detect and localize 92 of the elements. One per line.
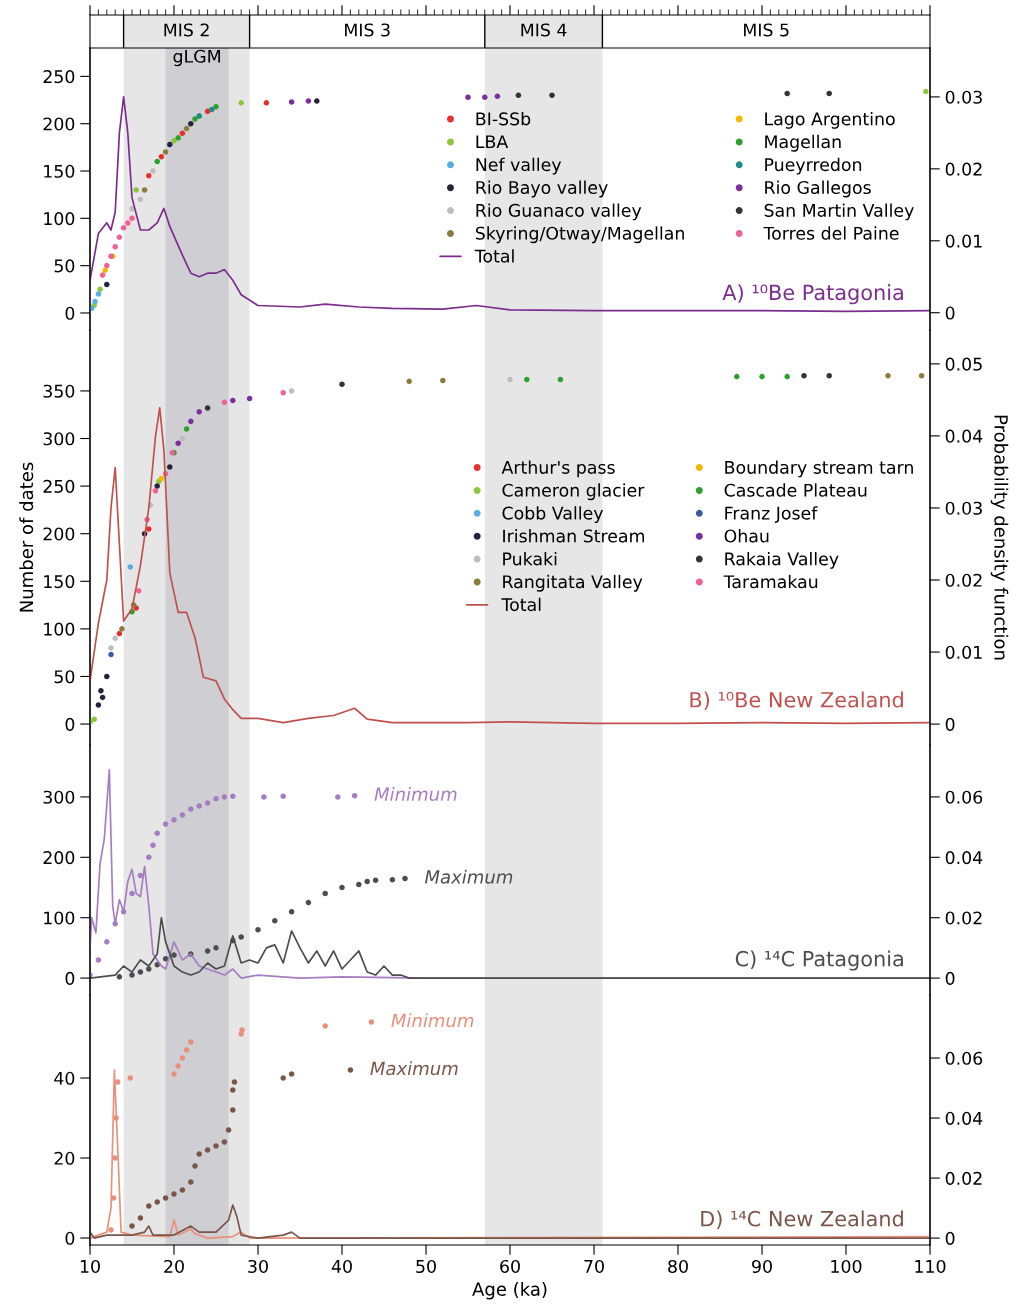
legend-label: BI-SSb [476, 111, 531, 126]
legend-label: Nef valley [476, 157, 562, 175]
legend-label: Franz Josef [725, 506, 818, 523]
legend-label: Total [474, 249, 514, 263]
y-tick-label: 100 [44, 212, 75, 226]
legend-label: Boundary stream tarn [725, 460, 913, 478]
x-tick-label: 70 [584, 1259, 604, 1274]
text: C) ¹⁴C Patagonia [735, 950, 903, 971]
y2-tick-label: 0.02 [945, 573, 982, 587]
y2-tick-label: 0.03 [945, 90, 982, 104]
y2-tick-label: 0.04 [945, 851, 983, 865]
x-tick-label: 80 [668, 1259, 688, 1274]
y-tick-label: 0 [65, 717, 75, 731]
text: MIS 3 [345, 23, 390, 37]
x-tick-label: 110 [915, 1259, 946, 1274]
series-label: Maximum [424, 869, 513, 884]
y-tick-label: 250 [43, 70, 75, 84]
y-tick-label: 100 [44, 622, 75, 636]
y2-tick-label: 0 [945, 1231, 955, 1245]
legend-label: Pueyrredon [765, 157, 862, 175]
text: D) ¹⁴C New Zealand [701, 1210, 903, 1230]
y2-tick-label: 0.06 [945, 1051, 983, 1065]
legend-label: Irishman Stream [503, 529, 645, 543]
legend-label: LBA [476, 135, 509, 149]
legend-label: Taramakau [723, 574, 818, 589]
y2-tick-label: 0.01 [945, 645, 982, 659]
legend-label: Magellan [765, 134, 841, 152]
y-tick-label: 0 [65, 971, 75, 985]
text: MIS 5 [744, 23, 789, 37]
x-tick-label: 60 [500, 1259, 520, 1274]
y-tick-label: 150 [44, 164, 75, 178]
y-tick-label: 200 [43, 527, 75, 541]
legend-label: Pukaki [503, 551, 557, 566]
y2-tick-label: 0.02 [945, 911, 982, 925]
legend-label: Rangitata Valley [503, 574, 643, 592]
y2-tick-label: 0.02 [945, 1171, 982, 1185]
y-tick-label: 40 [54, 1071, 75, 1085]
y-axis-title: Number of dates [19, 462, 34, 612]
series-label: Minimum [374, 786, 457, 801]
y2-tick-label: 0.04 [945, 1111, 983, 1125]
legend-label: Cobb Valley [502, 506, 604, 524]
y-tick-label: 50 [54, 259, 75, 273]
y2-tick-label: 0 [945, 717, 955, 731]
text: B) ¹⁰Be New Zealand [690, 691, 903, 711]
x-tick-label: 20 [164, 1259, 184, 1274]
legend-label: Lago Argentino [765, 111, 895, 129]
y2-tick-label: 0 [945, 971, 955, 985]
y-tick-label: 350 [43, 384, 75, 398]
y-tick-label: 20 [54, 1151, 75, 1165]
band-label: MIS 2 [164, 23, 209, 37]
y2-tick-label: 0.04 [945, 429, 983, 443]
legend-label: Cascade Plateau [724, 483, 867, 497]
x-tick-label: 10 [80, 1259, 100, 1274]
y2-tick-label: 0.06 [945, 790, 983, 804]
y2-tick-label: 0.02 [945, 162, 982, 176]
legend-label: San Martin Valley [764, 203, 914, 221]
y2-tick-label: 0.05 [945, 357, 982, 371]
y-tick-label: 250 [43, 479, 75, 493]
x-tick-label: 30 [248, 1259, 268, 1274]
y-tick-label: 150 [44, 575, 75, 589]
x-tick-label: 50 [416, 1259, 436, 1274]
legend-label: Skyring/Otway/Magellan [475, 226, 684, 244]
x-axis-title: Age (ka) [472, 1281, 547, 1300]
series-label: Minimum [391, 1013, 474, 1028]
y-tick-label: 300 [43, 432, 75, 446]
y-tick-label: 100 [44, 911, 75, 925]
series-label: Maximum [370, 1061, 458, 1076]
y2-tick-label: 0.01 [945, 234, 982, 248]
x-tick-label: 90 [752, 1259, 772, 1274]
legend-label: Rio Guanaco valley [476, 203, 642, 221]
x-tick-label: 100 [831, 1259, 862, 1274]
y-tick-label: 300 [43, 790, 75, 804]
y-tick-label: 0 [65, 306, 75, 320]
legend-label: Cameron glacier [502, 483, 645, 501]
y2-tick-label: 0.03 [945, 501, 982, 515]
legend-label: Arthur's pass [501, 460, 615, 478]
y2-axis-title: Probability density function [990, 415, 1009, 660]
x-tick-label: 40 [331, 1259, 352, 1274]
band-label: MIS 4 [521, 23, 567, 37]
legend-label: Ohau [724, 529, 769, 543]
text: A) ¹⁰Be Patagonia [722, 284, 903, 305]
legend-label: Total [501, 597, 541, 612]
y-tick-label: 200 [43, 117, 75, 131]
legend-label: Rio Gallegos [765, 180, 871, 198]
legend-label: Rakaia Valley [725, 551, 839, 569]
y-tick-label: 50 [54, 670, 75, 684]
band-label: gLGM [173, 49, 220, 67]
y-tick-label: 200 [43, 851, 75, 865]
legend-label: Torres del Paine [763, 226, 899, 240]
y-tick-label: 0 [65, 1231, 75, 1245]
y2-tick-label: 0 [945, 306, 955, 320]
legend-label: Rio Bayo valley [476, 180, 608, 198]
